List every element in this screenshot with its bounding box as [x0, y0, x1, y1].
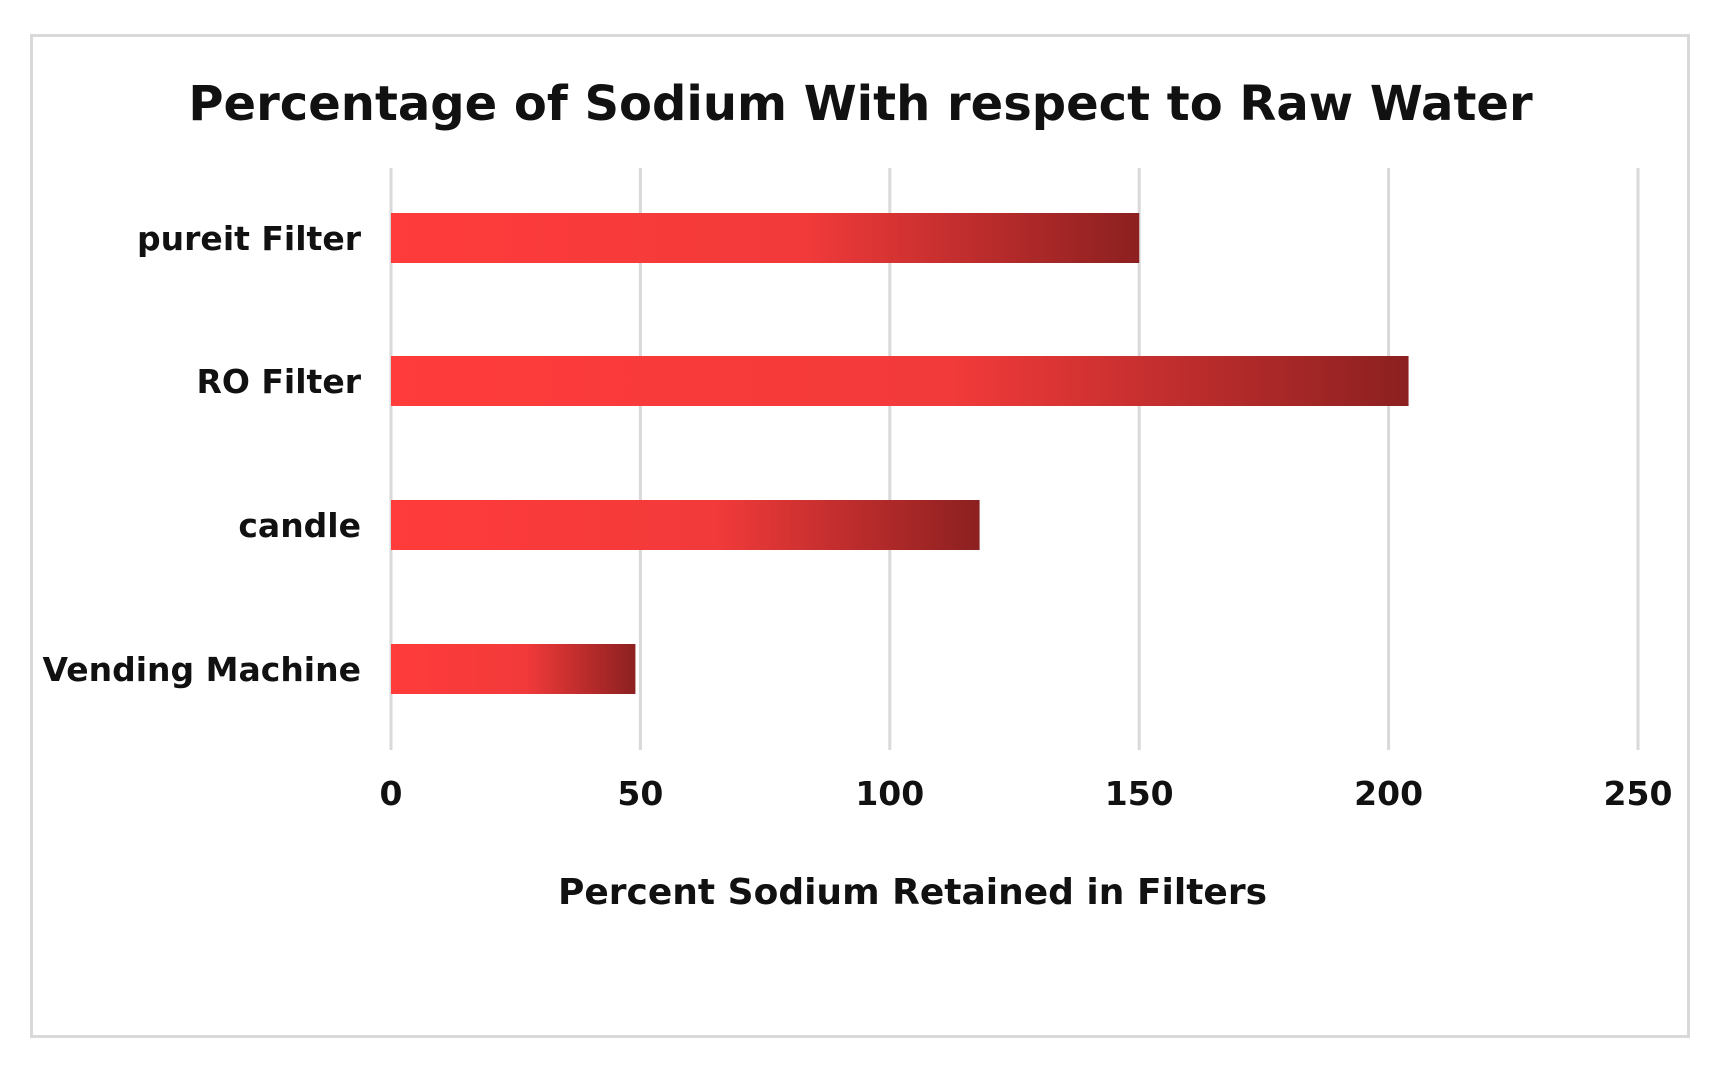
- chart-title: Percentage of Sodium With respect to Raw…: [188, 76, 1533, 132]
- bar-pureit-filter: [391, 213, 1140, 263]
- bar-candle: [391, 500, 980, 550]
- bar-ro-filter: [391, 356, 1409, 406]
- x-tick-label-200: 200: [1354, 774, 1423, 813]
- x-tick-label-100: 100: [855, 774, 924, 813]
- x-tick-label-0: 0: [380, 774, 403, 813]
- category-label-pureit-filter: pureit Filter: [137, 219, 362, 258]
- category-label-vending-machine: Vending Machine: [43, 650, 362, 689]
- x-tick-label-50: 50: [617, 774, 663, 813]
- x-tick-label-250: 250: [1604, 774, 1673, 813]
- x-tick-label-150: 150: [1105, 774, 1174, 813]
- category-label-candle: candle: [238, 506, 361, 545]
- category-label-ro-filter: RO Filter: [196, 362, 361, 401]
- bar-vending-machine: [391, 644, 636, 694]
- x-axis-title: Percent Sodium Retained in Filters: [557, 872, 1268, 913]
